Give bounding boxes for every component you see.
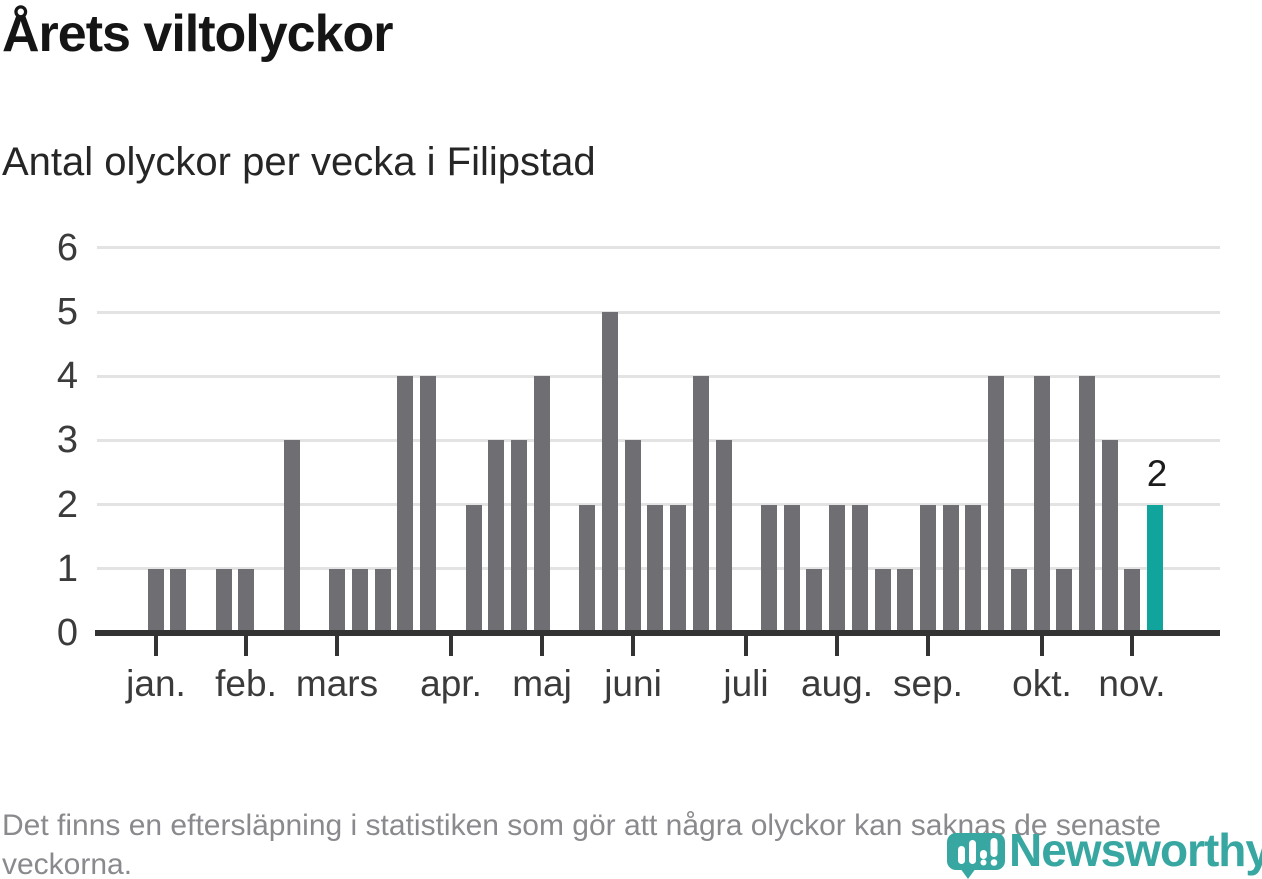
y-axis-label-2: 2 (56, 484, 78, 526)
bar (466, 505, 482, 635)
bar (965, 505, 981, 635)
bar (784, 505, 800, 635)
y-axis-label-5: 5 (56, 291, 78, 333)
month-tick-apr (449, 634, 453, 656)
bar (829, 505, 845, 635)
newsworthy-wordmark: Newsworthy (1009, 824, 1262, 876)
bar (216, 569, 232, 635)
chart-title: Årets viltolyckor (2, 5, 393, 63)
bar (352, 569, 368, 635)
chart-subtitle: Antal olyckor per vecka i Filipstad (2, 140, 596, 184)
bar (1102, 440, 1118, 635)
month-tick-juni (631, 634, 635, 656)
bar-highlighted (1147, 505, 1163, 635)
x-axis-label-okt: okt. (1012, 663, 1072, 704)
newsworthy-logo-icon (947, 833, 1005, 879)
month-tick-jan (154, 634, 158, 656)
bar (1034, 376, 1050, 635)
y-axis-label-1: 1 (56, 548, 78, 590)
bar (397, 376, 413, 635)
bar (693, 376, 709, 635)
month-tick-juli (744, 634, 748, 656)
bar (284, 440, 300, 635)
bar (534, 376, 550, 635)
bar (1011, 569, 1027, 635)
bar (806, 569, 822, 635)
bar (943, 505, 959, 635)
bar (511, 440, 527, 635)
gridline-y5 (97, 311, 1220, 314)
bar (852, 505, 868, 635)
bar (238, 569, 254, 635)
month-tick-aug (835, 634, 839, 656)
gridline-y2 (97, 503, 1220, 506)
gridline-y6 (97, 246, 1220, 249)
month-tick-maj (540, 634, 544, 656)
month-tick-nov (1130, 634, 1134, 656)
x-axis-label-jan: jan. (126, 663, 186, 704)
y-axis-label-4: 4 (56, 355, 78, 397)
bar (1056, 569, 1072, 635)
bar (420, 376, 436, 635)
x-axis-label-feb: feb. (215, 663, 277, 704)
bar (375, 569, 391, 635)
bar (670, 505, 686, 635)
bar-value-label: 2 (1146, 453, 1168, 494)
bar (920, 505, 936, 635)
bar (579, 505, 595, 635)
x-axis-label-juni: juni (604, 663, 662, 704)
y-axis-label-3: 3 (56, 419, 78, 461)
gridline-y3 (97, 439, 1220, 442)
month-tick-feb (244, 634, 248, 656)
x-axis-label-mars: mars (295, 663, 379, 704)
bar (170, 569, 186, 635)
bar (875, 569, 891, 635)
month-tick-sep (926, 634, 930, 656)
bar (625, 440, 641, 635)
gridline-y4 (97, 375, 1220, 378)
bar (488, 440, 504, 635)
x-axis-line (95, 630, 1220, 636)
x-axis-label-aug: aug. (800, 663, 874, 704)
bar (1124, 569, 1140, 635)
bar (988, 376, 1004, 635)
bar (1079, 376, 1095, 635)
bar (647, 505, 663, 635)
x-axis-label-apr: apr. (420, 663, 482, 704)
x-axis-label-juli: juli (723, 663, 769, 704)
y-axis-label-6: 6 (56, 227, 78, 269)
x-axis-label-sep: sep. (893, 663, 963, 704)
bar (761, 505, 777, 635)
y-axis-label-0: 0 (56, 612, 78, 654)
x-axis-label-maj: maj (512, 663, 572, 704)
x-axis-label-nov: nov. (1098, 663, 1166, 704)
bar (148, 569, 164, 635)
bar (329, 569, 345, 635)
bar (602, 312, 618, 635)
month-tick-mars (335, 634, 339, 656)
month-tick-okt (1040, 634, 1044, 656)
bar (716, 440, 732, 635)
bar (897, 569, 913, 635)
